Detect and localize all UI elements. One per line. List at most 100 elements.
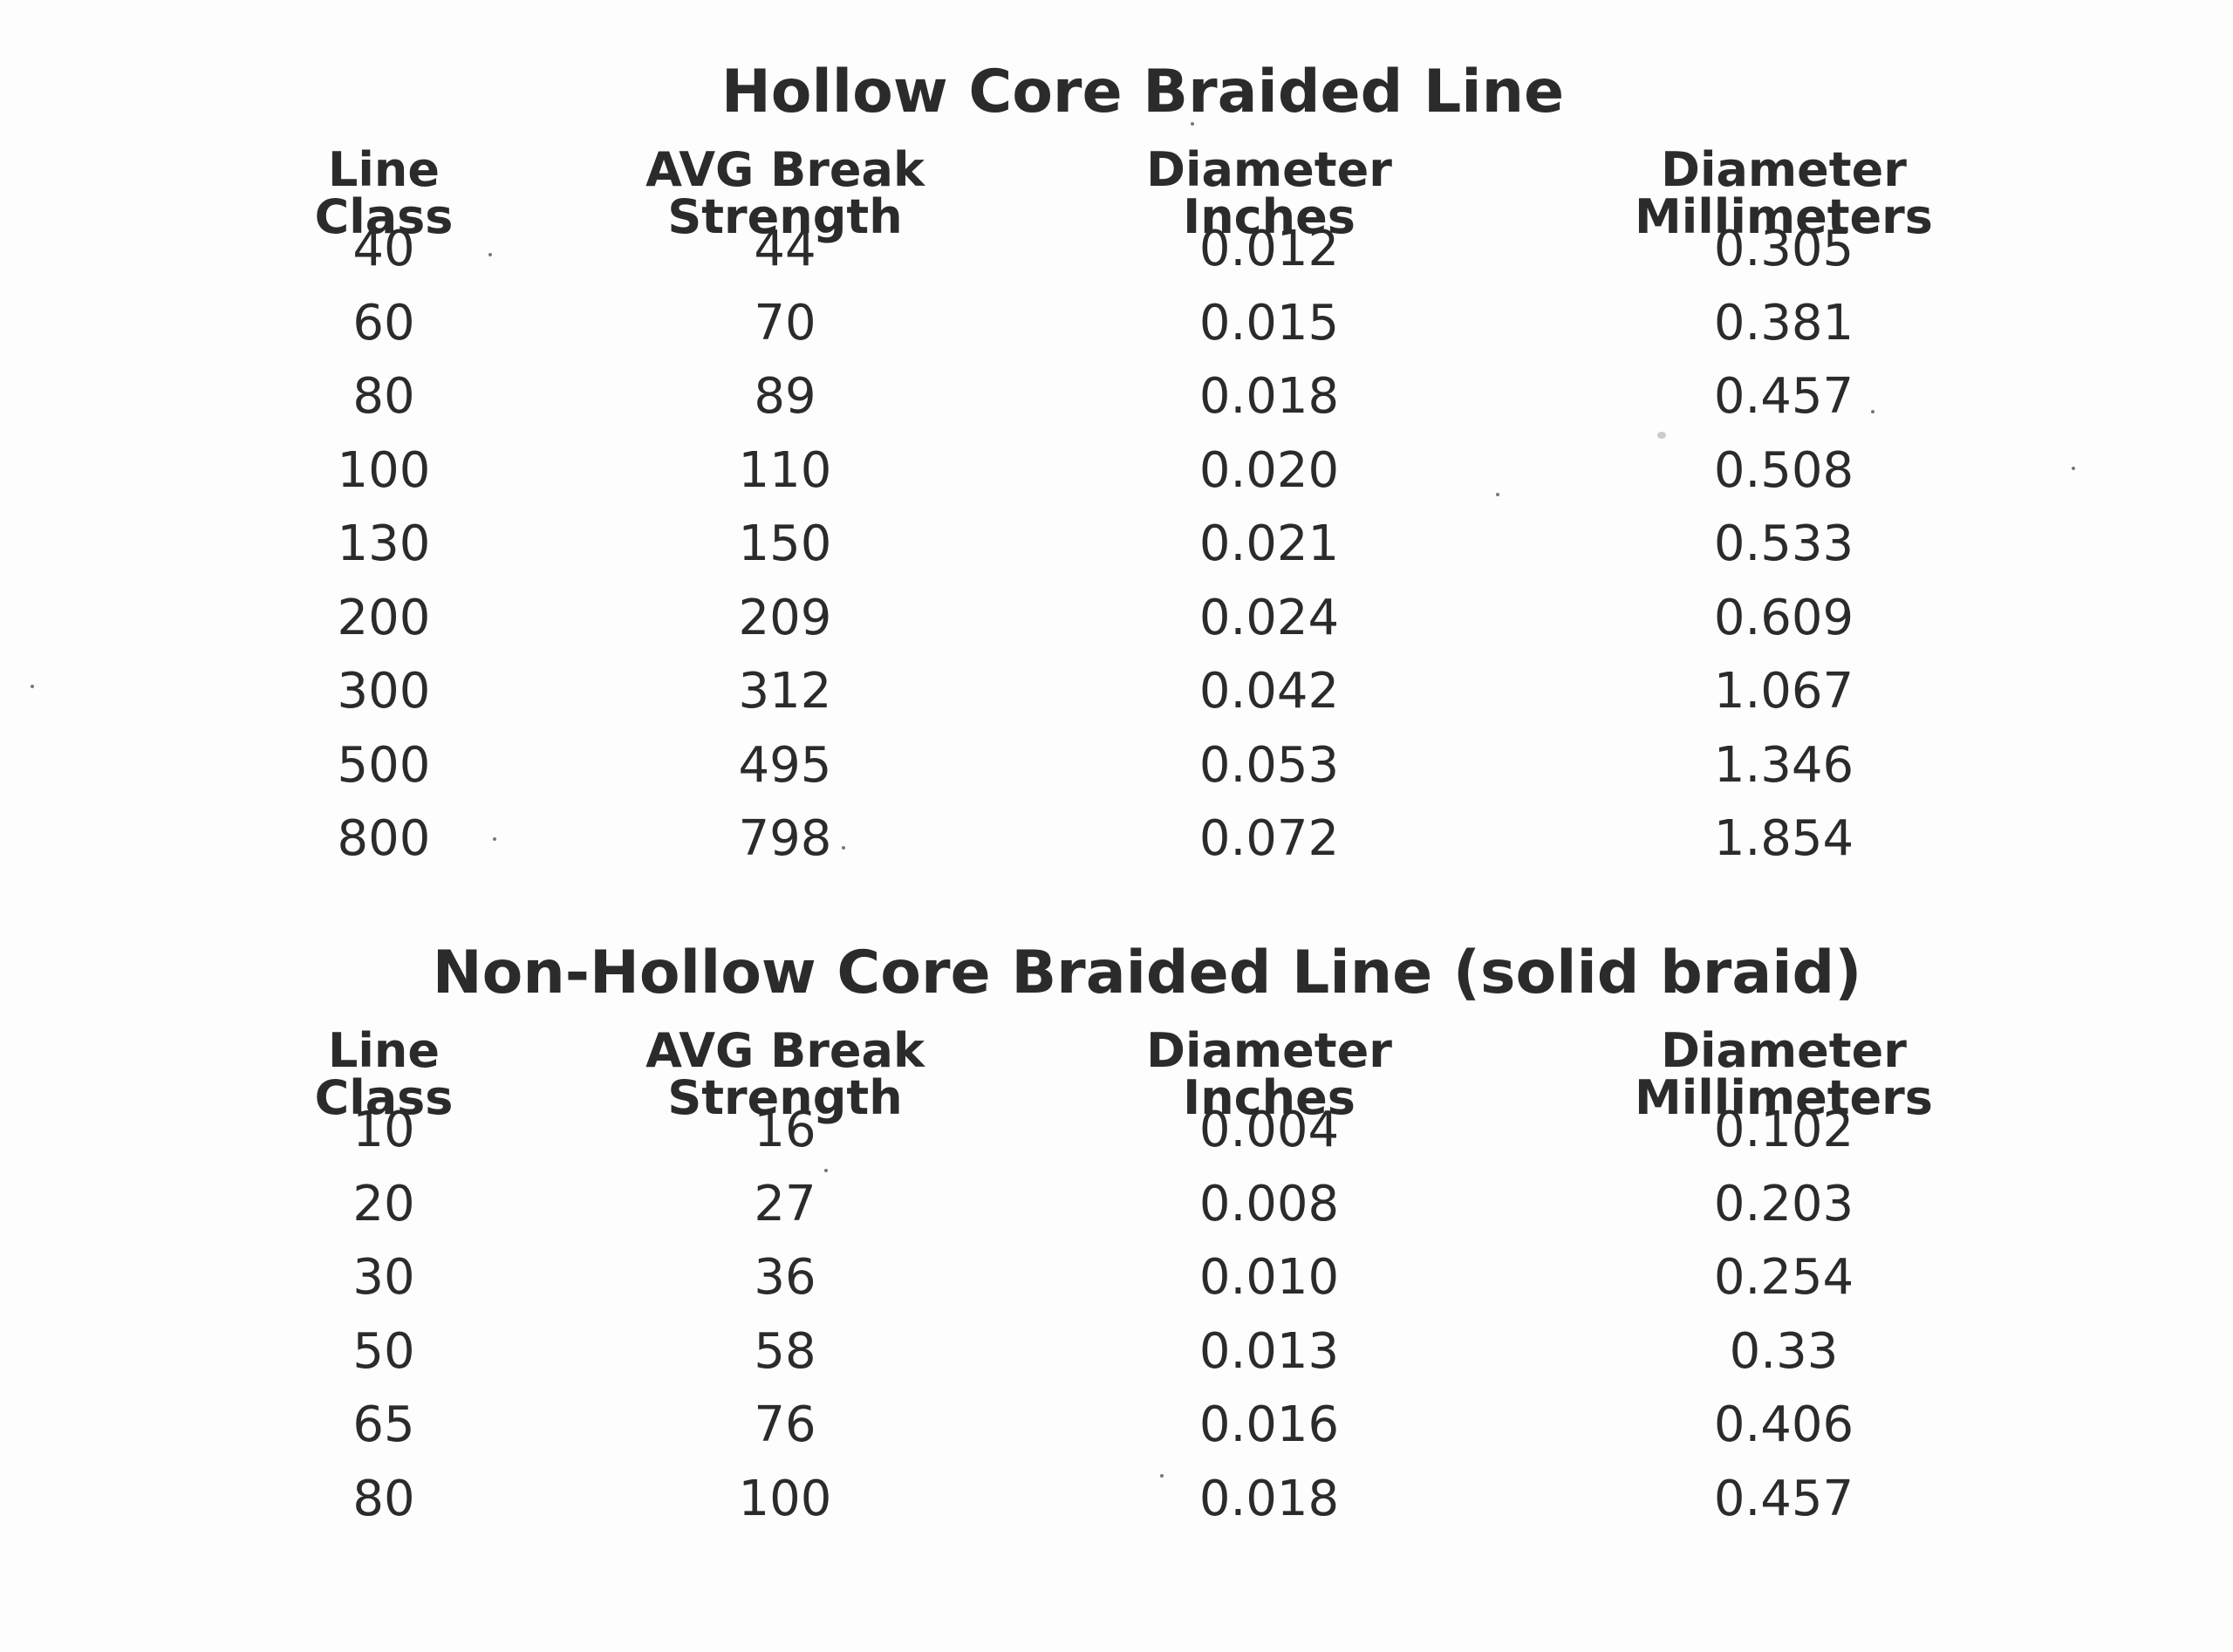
- cell-diameter-inches: 0.020: [1198, 441, 1340, 499]
- cell-diameter-millimeters: 1.067: [1713, 663, 1854, 720]
- table-header-row: Line Class AVG Break Strength Diameter I…: [0, 147, 2233, 241]
- cell-diameter-millimeters: 1.346: [1713, 736, 1854, 794]
- cell-diameter-millimeters: 0.457: [1713, 1470, 1854, 1527]
- cell-diameter-millimeters: 0.254: [1713, 1249, 1854, 1306]
- table-row: 500 495 0.053 1.346: [0, 741, 2233, 816]
- cell-avg-break-strength: 209: [738, 589, 832, 646]
- cell-line-class: 800: [337, 810, 431, 867]
- cell-avg-break-strength: 70: [754, 294, 816, 352]
- scan-speck: [1657, 432, 1666, 439]
- cell-diameter-inches: 0.010: [1198, 1249, 1340, 1306]
- hollow-core-table: Line Class AVG Break Strength Diameter I…: [0, 147, 2233, 889]
- cell-avg-break-strength: 58: [754, 1322, 816, 1380]
- cell-diameter-inches: 0.018: [1198, 368, 1340, 425]
- cell-line-class: 20: [352, 1175, 415, 1232]
- table-header-row: Line Class AVG Break Strength Diameter I…: [0, 1027, 2233, 1122]
- cell-diameter-millimeters: 0.305: [1713, 221, 1854, 277]
- cell-avg-break-strength: 76: [754, 1396, 816, 1453]
- table-row: 300 312 0.042 1.067: [0, 667, 2233, 741]
- column-header-line-class: Line Class: [314, 142, 454, 244]
- cell-diameter-inches: 0.015: [1198, 294, 1340, 352]
- cell-diameter-inches: 0.018: [1198, 1470, 1340, 1527]
- column-header-line-class: Line Class: [314, 1023, 454, 1125]
- column-header-diameter-inches: Diameter Inches: [1146, 142, 1392, 244]
- scan-speck: [493, 837, 496, 841]
- cell-diameter-millimeters: 0.406: [1713, 1396, 1854, 1453]
- table-title-hollow-core: Hollow Core Braided Line: [720, 58, 1565, 126]
- cell-line-class: 130: [337, 515, 431, 572]
- scan-speck: [31, 685, 34, 688]
- cell-diameter-millimeters: 0.508: [1713, 441, 1854, 499]
- table-row: 60 70 0.015 0.381: [0, 294, 2233, 373]
- column-header-diameter-inches: Diameter Inches: [1146, 1023, 1392, 1125]
- table-title-non-hollow-core: Non-Hollow Core Braided Line (solid brai…: [432, 939, 1862, 1007]
- cell-avg-break-strength: 27: [754, 1175, 816, 1232]
- table-row: 800 798 0.072 1.854: [0, 815, 2233, 889]
- cell-diameter-millimeters: 0.203: [1713, 1175, 1854, 1232]
- scan-speck: [842, 846, 845, 850]
- cell-avg-break-strength: 798: [738, 810, 832, 867]
- cell-avg-break-strength: 36: [754, 1249, 816, 1306]
- cell-diameter-inches: 0.021: [1198, 515, 1340, 572]
- cell-diameter-inches: 0.024: [1198, 589, 1340, 646]
- cell-diameter-inches: 0.072: [1198, 810, 1340, 867]
- cell-diameter-millimeters: 0.533: [1713, 515, 1854, 572]
- cell-diameter-inches: 0.013: [1198, 1322, 1340, 1380]
- cell-avg-break-strength: 312: [738, 663, 832, 720]
- table-row: 100 110 0.020 0.508: [0, 441, 2233, 521]
- table-row: 50 58 0.013 0.33: [0, 1322, 2233, 1402]
- table-row: 200 209 0.024 0.609: [0, 589, 2233, 668]
- cell-line-class: 65: [352, 1396, 415, 1453]
- cell-line-class: 80: [352, 368, 415, 425]
- table-row: 130 150 0.021 0.533: [0, 520, 2233, 594]
- cell-diameter-millimeters: 0.33: [1729, 1322, 1839, 1380]
- column-header-diameter-millimeters: Diameter Millimeters: [1635, 142, 1933, 244]
- scan-speck: [824, 1169, 828, 1172]
- cell-diameter-inches: 0.042: [1198, 663, 1340, 720]
- cell-line-class: 100: [337, 441, 431, 499]
- cell-diameter-inches: 0.012: [1198, 221, 1340, 277]
- cell-diameter-inches: 0.016: [1198, 1396, 1340, 1453]
- cell-line-class: 60: [352, 294, 415, 352]
- cell-diameter-inches: 0.053: [1198, 736, 1340, 794]
- cell-avg-break-strength: 44: [754, 221, 816, 277]
- cell-diameter-millimeters: 0.457: [1713, 368, 1854, 425]
- table-row: 20 27 0.008 0.203: [0, 1175, 2233, 1254]
- cell-line-class: 30: [352, 1249, 415, 1306]
- cell-line-class: 500: [337, 736, 431, 794]
- cell-diameter-millimeters: 1.854: [1713, 810, 1854, 867]
- cell-diameter-millimeters: 0.102: [1713, 1102, 1854, 1158]
- cell-diameter-inches: 0.004: [1198, 1102, 1340, 1158]
- column-header-diameter-millimeters: Diameter Millimeters: [1635, 1023, 1933, 1125]
- scan-speck: [1191, 122, 1194, 126]
- cell-avg-break-strength: 100: [738, 1470, 832, 1527]
- table-row: 65 76 0.016 0.406: [0, 1401, 2233, 1475]
- cell-line-class: 300: [337, 663, 431, 720]
- cell-avg-break-strength: 110: [738, 441, 832, 499]
- cell-line-class: 40: [352, 221, 415, 277]
- cell-line-class: 200: [337, 589, 431, 646]
- scan-speck: [2072, 467, 2075, 470]
- cell-line-class: 50: [352, 1322, 415, 1380]
- cell-avg-break-strength: 150: [738, 515, 832, 572]
- cell-avg-break-strength: 16: [754, 1102, 816, 1158]
- table-row: 10 16 0.004 0.102: [0, 1106, 2233, 1180]
- scan-speck: [1496, 493, 1499, 496]
- cell-line-class: 10: [352, 1102, 415, 1158]
- cell-avg-break-strength: 495: [738, 736, 832, 794]
- scan-speck: [1871, 410, 1874, 413]
- cell-avg-break-strength: 89: [754, 368, 816, 425]
- scan-speck: [488, 253, 492, 256]
- cell-line-class: 80: [352, 1470, 415, 1527]
- cell-diameter-millimeters: 0.381: [1713, 294, 1854, 352]
- cell-diameter-inches: 0.008: [1198, 1175, 1340, 1232]
- column-header-avg-break-strength: AVG Break Strength: [645, 1023, 925, 1125]
- cell-diameter-millimeters: 0.609: [1713, 589, 1854, 646]
- table-row: 80 100 0.018 0.457: [0, 1470, 2233, 1549]
- table-row: 30 36 0.010 0.254: [0, 1253, 2233, 1328]
- scan-speck: [1160, 1474, 1164, 1478]
- column-header-avg-break-strength: AVG Break Strength: [645, 142, 925, 244]
- table-row: 80 89 0.018 0.457: [0, 372, 2233, 447]
- non-hollow-core-table: Line Class AVG Break Strength Diameter I…: [0, 1027, 2233, 1548]
